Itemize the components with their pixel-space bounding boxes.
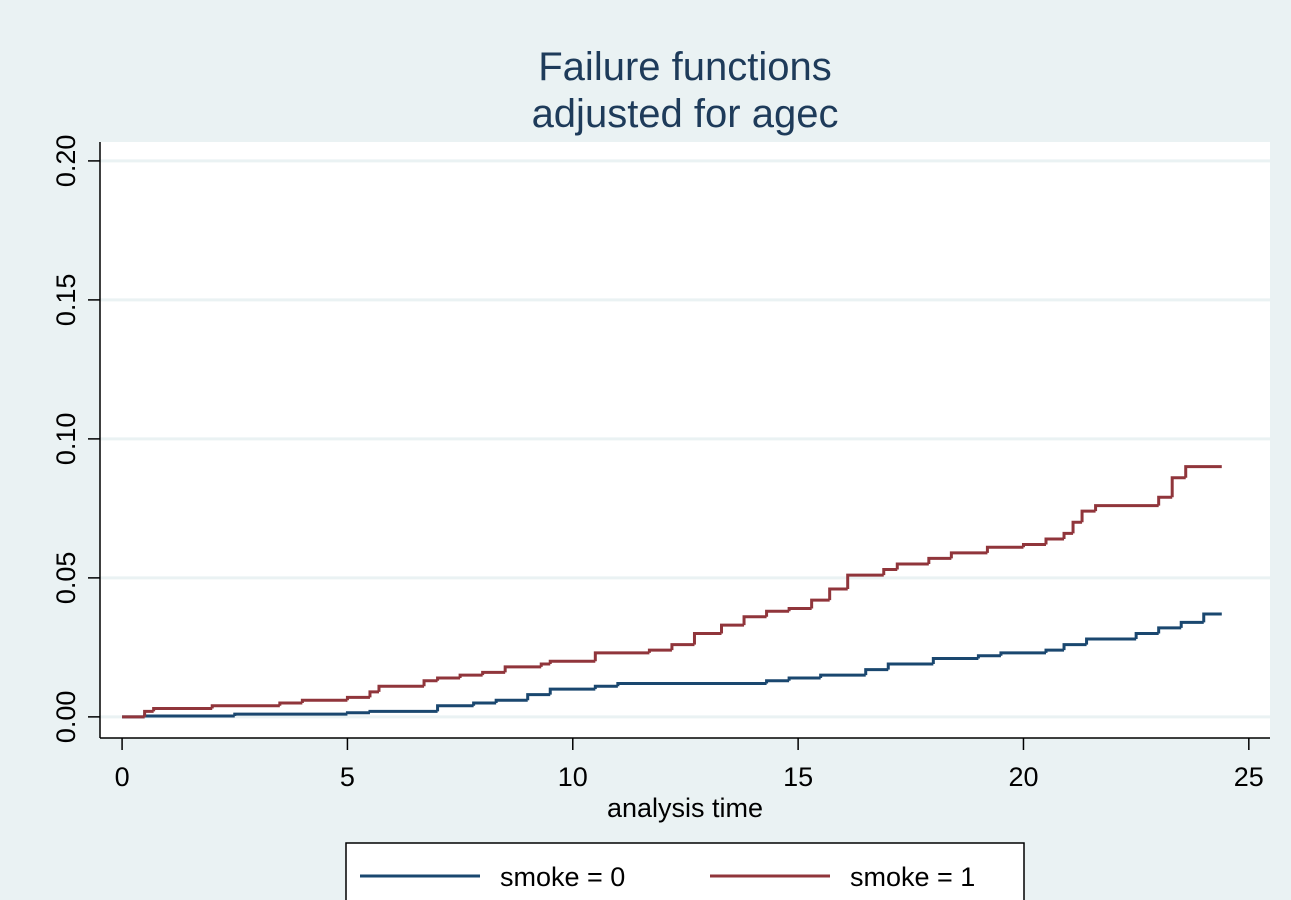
- step-segment: [1021, 543, 1047, 548]
- step-segment: [1044, 648, 1065, 653]
- step-segment: [143, 714, 235, 718]
- step-segment: [422, 679, 438, 687]
- step-segment: [458, 673, 483, 678]
- x-tick-label: 15: [783, 762, 813, 792]
- step-segment: [1062, 531, 1074, 539]
- y-tick-label: 0.20: [51, 135, 81, 188]
- step-segment: [976, 654, 1001, 659]
- step-segment: [999, 651, 1047, 656]
- step-segment: [1157, 626, 1182, 634]
- chart-title: Failure functions: [538, 45, 831, 89]
- x-tick-label: 25: [1234, 762, 1264, 792]
- step-segment: [882, 568, 898, 576]
- step-segment: [436, 676, 461, 681]
- step-segment: [593, 684, 618, 690]
- step-segment: [1085, 637, 1137, 645]
- step-segment: [1062, 643, 1087, 651]
- step-segment: [787, 676, 821, 681]
- step-segment: [949, 551, 988, 559]
- y-tick-label: 0.10: [51, 413, 81, 466]
- step-segment: [765, 679, 790, 684]
- x-tick-label: 20: [1008, 762, 1038, 792]
- step-segment: [1071, 520, 1083, 534]
- step-segment: [787, 606, 812, 612]
- step-segment: [593, 651, 650, 662]
- step-segment: [1080, 509, 1096, 523]
- step-segment: [616, 682, 767, 687]
- step-segment: [895, 562, 929, 570]
- step-segment: [210, 704, 280, 709]
- step-segment: [278, 701, 303, 706]
- step-segment: [647, 648, 672, 653]
- step-segment: [720, 623, 745, 634]
- step-segment: [765, 609, 790, 617]
- x-axis-title: analysis time: [607, 793, 763, 823]
- step-segment: [692, 631, 722, 645]
- step-segment: [368, 709, 438, 713]
- step-segment: [436, 704, 474, 712]
- chart-subtitle: adjusted for agec: [532, 92, 839, 136]
- step-segment: [828, 587, 848, 601]
- step-segment: [864, 668, 889, 676]
- step-segment: [886, 662, 934, 670]
- legend-label: smoke = 1: [850, 862, 975, 892]
- step-segment: [368, 690, 379, 698]
- step-segment: [1170, 476, 1186, 498]
- step-segment: [539, 662, 551, 667]
- step-segment: [481, 670, 506, 676]
- step-segment: [233, 712, 348, 717]
- legend: [345, 842, 1025, 900]
- step-segment: [846, 573, 884, 589]
- step-segment: [1134, 631, 1159, 640]
- step-segment: [526, 693, 551, 701]
- step-segment: [143, 709, 154, 717]
- step-segment: [377, 684, 425, 692]
- x-tick-label: 0: [115, 762, 130, 792]
- y-tick-label: 0.05: [51, 552, 81, 605]
- step-segment: [1179, 620, 1204, 628]
- step-segment: [152, 707, 213, 712]
- step-segment: [345, 695, 370, 701]
- step-segment: [927, 556, 952, 564]
- x-tick-label: 5: [340, 762, 355, 792]
- step-segment: [472, 701, 497, 706]
- step-segment: [503, 665, 542, 673]
- step-segment: [810, 598, 830, 609]
- step-segment: [548, 687, 596, 695]
- step-segment: [742, 615, 767, 626]
- y-tick-label: 0.15: [51, 274, 81, 327]
- step-segment: [1184, 465, 1222, 478]
- step-segment: [931, 656, 979, 665]
- step-segment: [1044, 537, 1065, 545]
- step-segment: [985, 545, 1024, 553]
- step-segment: [345, 711, 370, 715]
- step-segment: [1094, 504, 1159, 512]
- step-segment: [1202, 612, 1222, 623]
- y-tick-label: 0.00: [51, 691, 81, 744]
- step-segment: [1157, 495, 1173, 506]
- x-tick-label: 10: [558, 762, 588, 792]
- step-segment: [300, 698, 348, 703]
- step-segment: [670, 643, 695, 651]
- step-segment: [548, 659, 596, 665]
- step-segment: [819, 673, 866, 678]
- step-segment: [494, 698, 528, 703]
- legend-label: smoke = 0: [500, 862, 625, 892]
